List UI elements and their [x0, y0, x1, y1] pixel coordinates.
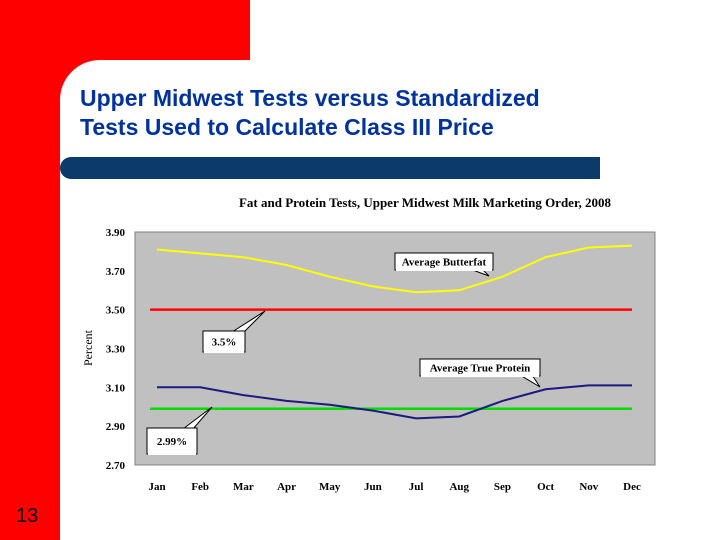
title-divider-bar — [60, 157, 600, 179]
x-tick-label: Dec — [623, 481, 641, 493]
y-tick-label: 3.50 — [106, 305, 126, 317]
y-tick-label: 3.10 — [106, 382, 126, 394]
x-tick-label: May — [319, 481, 341, 493]
callout-butterfat-label: Average Butterfat — [402, 257, 487, 269]
y-tick-label: 2.90 — [106, 421, 126, 433]
x-tick-label: Nov — [579, 481, 598, 493]
callout-299-label: 2.99% — [157, 436, 187, 448]
x-tick-label: Oct — [537, 481, 554, 493]
y-axis-label: Percent — [81, 329, 95, 366]
y-tick-label: 3.30 — [106, 344, 126, 356]
y-tick-label: 3.90 — [106, 227, 126, 239]
chart-title: Fat and Protein Tests, Upper Midwest Mil… — [239, 195, 612, 210]
x-tick-label: Jan — [148, 481, 165, 493]
callout-35-box-gap — [204, 351, 244, 353]
slide-number: 13 — [16, 505, 39, 527]
x-tick-label: Aug — [449, 481, 469, 493]
slide-title-line2: Tests Used to Calculate Class III Price — [80, 114, 494, 140]
series-line — [156, 244, 633, 294]
x-tick-label: Jul — [409, 481, 424, 493]
callout-butterfat-box-gap — [396, 269, 492, 271]
series-line — [157, 384, 632, 420]
x-tick-label: Apr — [277, 481, 296, 493]
slide-title-line1: Upper Midwest Tests versus Standardized — [80, 85, 540, 111]
x-tick-label: Mar — [233, 481, 254, 493]
callout-299-box-gap — [148, 453, 196, 455]
y-tick-label: 2.70 — [106, 460, 126, 472]
x-tick-label: Jun — [364, 481, 382, 493]
x-tick-label: Feb — [191, 481, 209, 493]
slide-title: Upper Midwest Tests versus Standardized … — [80, 84, 700, 142]
callout-299-box — [146, 427, 198, 455]
callout-35-label: 3.5% — [212, 337, 237, 349]
callout-protein-box-gap — [421, 375, 539, 377]
callout-protein-label: Average True Protein — [430, 363, 531, 375]
x-tick-label: Sep — [494, 481, 511, 493]
y-tick-label: 3.70 — [106, 266, 126, 278]
